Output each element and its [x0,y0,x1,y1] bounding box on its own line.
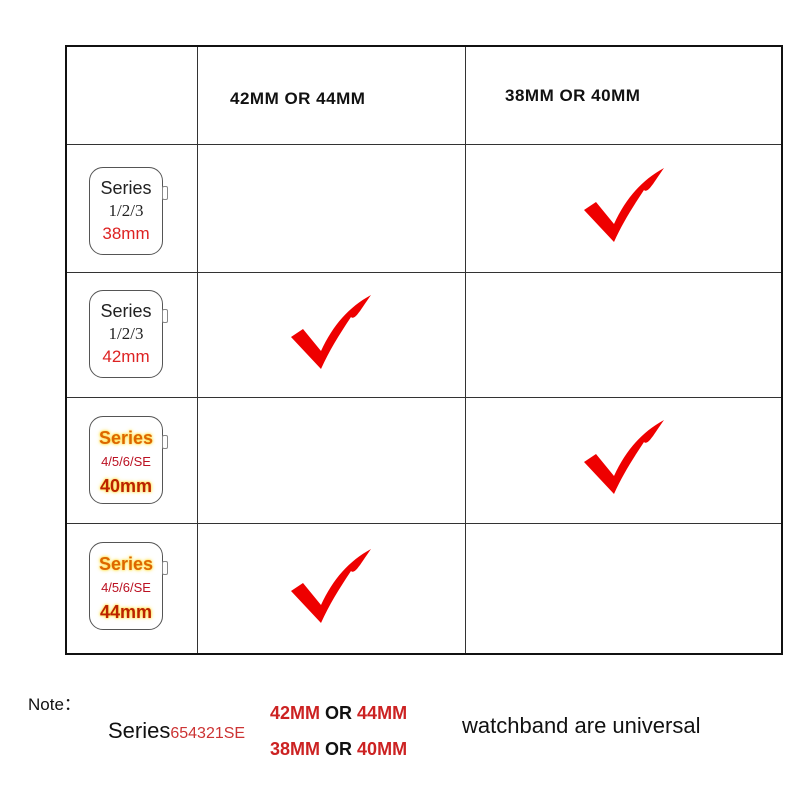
watch-series-123-42mm: Series 1/2/3 42mm [89,290,168,378]
series-label: Series [100,301,152,321]
watch-crown-icon [162,435,168,449]
size-label: 38mm [102,224,150,243]
note-series: Series654321SE [108,718,245,744]
watch-series-456se-40mm: Series 4/5/6/SE 40mm [89,416,168,504]
checkmark-icon [582,168,666,244]
size-44mm: 44MM [357,703,408,723]
models-label: 1/2/3 [108,201,144,220]
divider [67,523,781,524]
note-line1: 42MM OR 44MM [270,703,407,724]
watch-series-123-38mm: Series 1/2/3 38mm [89,167,168,255]
or-text: OR [325,739,353,759]
series-models: 654321SE [170,725,246,742]
header-42-44: 42MM OR 44MM [230,89,366,108]
series-label: Series [100,178,152,198]
watch-crown-icon [162,561,168,575]
series-label: Series [98,554,154,574]
size-label: 42mm [102,347,150,366]
divider [67,397,781,398]
header-38-40: 38MM OR 40MM [505,86,641,105]
divider [465,47,466,653]
divider [67,144,781,145]
models-label: 4/5/6/SE [101,454,151,469]
size-38mm: 38MM [270,739,321,759]
series-text: Series [108,718,171,743]
checkmark-icon [289,294,373,371]
models-label: 4/5/6/SE [101,580,151,595]
note-line2: 38MM OR 40MM [270,739,407,760]
checkmark-icon [582,420,666,496]
size-label: 40mm [99,476,153,496]
watch-series-456se-44mm: Series 4/5/6/SE 44mm [89,542,168,630]
note-universal: watchband are universal [462,713,701,738]
divider [197,47,198,653]
size-label: 44mm [99,602,153,622]
models-label: 1/2/3 [108,324,144,343]
or-text: OR [325,703,353,723]
series-label: Series [98,428,154,448]
size-42mm: 42MM [270,703,321,723]
compatibility-table: 42MM OR 44MM 38MM OR 40MM Series 1/2/3 3… [65,45,783,655]
size-40mm: 40MM [357,739,408,759]
checkmark-icon [289,549,373,625]
watch-crown-icon [162,186,168,200]
note-label: Note： [28,695,81,714]
watch-crown-icon [162,309,168,323]
divider [67,272,781,273]
